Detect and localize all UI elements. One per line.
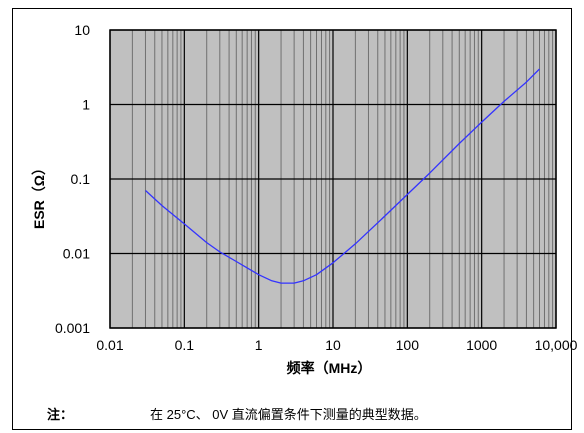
x-tick-label: 10,000 xyxy=(535,337,578,353)
figure-frame xyxy=(12,8,572,430)
x-tick-label: 1 xyxy=(255,337,263,353)
plot-border xyxy=(109,29,557,329)
y-tick-label: 0.01 xyxy=(63,246,90,262)
note-text: 在 25°C、 0V 直流偏置条件下测量的典型数据。 xyxy=(150,407,427,422)
x-tick-label: 100 xyxy=(396,337,420,353)
x-axis-label: 频率（MHz） xyxy=(287,360,372,376)
x-tick-label: 0.1 xyxy=(175,337,195,353)
y-tick-label: 1 xyxy=(82,97,90,113)
y-tick-label: 10 xyxy=(74,22,90,38)
y-tick-label: 0.1 xyxy=(71,171,91,187)
y-axis-label: ESR（Ω） xyxy=(31,161,47,229)
x-tick-label: 1000 xyxy=(466,337,497,353)
note-label: 注： xyxy=(47,407,74,422)
esr-series-line xyxy=(145,68,540,284)
y-tick-label: 0.001 xyxy=(55,320,90,336)
x-tick-label: 10 xyxy=(325,337,341,353)
x-tick-label: 0.01 xyxy=(96,337,123,353)
